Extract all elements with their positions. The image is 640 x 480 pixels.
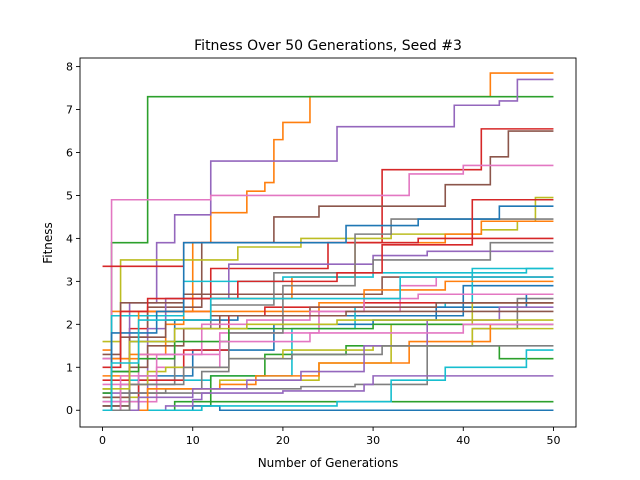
x-tick-label: 40 [456,434,470,447]
y-tick-label: 2 [66,318,73,331]
series-line-32 [102,323,554,412]
series-line-2 [102,72,554,351]
series-line-37 [102,323,554,412]
chart-title: Fitness Over 50 Generations, Seed #3 [194,38,462,54]
y-tick-label: 8 [66,61,73,74]
y-tick-label: 5 [66,189,73,202]
series-line-33 [102,323,554,394]
series-line-25 [102,375,554,412]
series-layer [102,72,554,412]
series-line-39 [102,319,554,390]
y-tick-label: 3 [66,275,73,288]
series-line-4 [102,128,554,381]
x-axis: 0 10 20 30 40 50 [99,427,560,447]
series-line-20 [102,267,554,412]
y-tick-label: 0 [66,404,73,417]
y-tick-label: 4 [66,232,73,245]
x-tick-label: 20 [276,434,290,447]
x-tick-label: 30 [366,434,380,447]
series-line-40 [102,276,554,412]
y-tick-label: 7 [66,104,73,117]
y-tick-label: 1 [66,361,73,374]
series-line-24 [102,302,554,412]
x-tick-label: 10 [186,434,200,447]
y-axis: 0 1 2 3 4 5 6 7 8 [66,61,80,417]
series-line-13 [102,345,554,412]
series-line-28 [102,218,554,412]
series-line-17 [102,276,554,403]
x-tick-label: 50 [546,434,560,447]
series-line-11 [102,293,554,403]
series-line-15 [102,250,554,394]
series-line-30 [102,349,554,412]
series-line-7 [102,164,554,360]
series-line-10 [102,267,554,407]
x-tick-label: 0 [99,434,106,447]
y-tick-label: 6 [66,147,73,160]
y-axis-label: Fitness [41,222,55,264]
series-line-34 [102,198,554,369]
plot-frame [79,57,577,428]
series-line-22 [102,280,554,390]
x-axis-label: Number of Generations [258,456,399,470]
series-line-38 [102,345,554,412]
